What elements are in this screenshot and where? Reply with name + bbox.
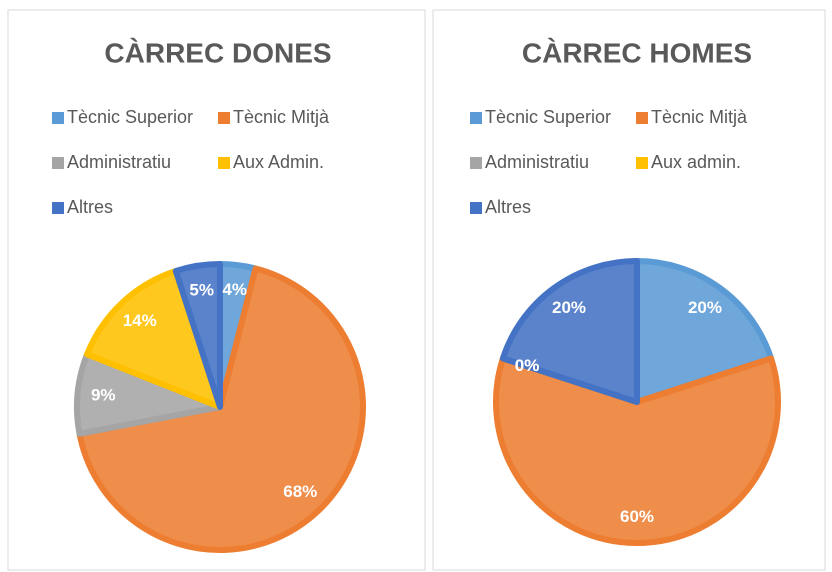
- legend-swatch: [470, 202, 482, 214]
- legend-swatch: [636, 157, 648, 169]
- data-label: 68%: [283, 482, 317, 501]
- legend-label: Administratiu: [485, 152, 589, 172]
- pie-slice: [172, 261, 223, 410]
- data-label: 9%: [91, 385, 116, 404]
- data-label: 4%: [222, 280, 247, 299]
- legend-swatch: [636, 112, 648, 124]
- legend-swatch: [52, 157, 64, 169]
- data-label: 20%: [688, 298, 722, 317]
- pie-slice: [493, 355, 781, 546]
- data-label: 60%: [620, 507, 654, 526]
- data-label: 0%: [515, 356, 540, 375]
- data-label: 20%: [552, 298, 586, 317]
- legend-label: Tècnic Superior: [485, 107, 611, 127]
- legend-label: Administratiu: [67, 152, 171, 172]
- chart-title: CÀRREC DONES: [104, 37, 331, 68]
- legend-swatch: [470, 112, 482, 124]
- legend-label: Aux admin.: [651, 152, 741, 172]
- legend-swatch: [470, 157, 482, 169]
- legend-swatch: [52, 112, 64, 124]
- data-label: 5%: [189, 281, 214, 300]
- legend-label: Altres: [485, 197, 531, 217]
- legend-label: Tècnic Mitjà: [651, 107, 748, 127]
- chart-title: CÀRREC HOMES: [522, 37, 752, 68]
- legend-label: Altres: [67, 197, 113, 217]
- legend-swatch: [52, 202, 64, 214]
- legend-label: Aux Admin.: [233, 152, 324, 172]
- legend-label: Tècnic Mitjà: [233, 107, 330, 127]
- legend-label: Tècnic Superior: [67, 107, 193, 127]
- data-label: 14%: [123, 311, 157, 330]
- data-label: 0%: [515, 356, 540, 375]
- legend-swatch: [218, 112, 230, 124]
- legend-swatch: [218, 157, 230, 169]
- pie-slice: [499, 258, 640, 405]
